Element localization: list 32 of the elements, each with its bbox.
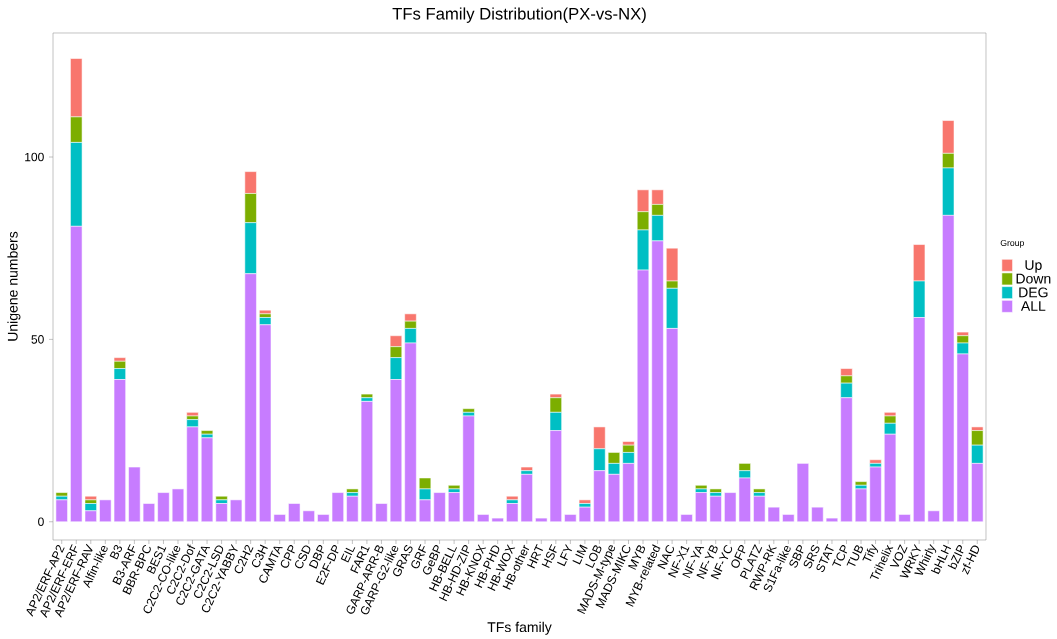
bar — [375, 503, 388, 522]
y-tick-label: 0 — [38, 517, 44, 526]
legend-title: Group — [1000, 239, 1024, 248]
bar — [360, 393, 373, 398]
x-tick-label: TCP — [832, 544, 848, 566]
bar — [55, 499, 68, 522]
x-tick-label: zf-HD — [962, 545, 980, 575]
legend-label: ALL — [1020, 301, 1046, 311]
bar — [578, 499, 591, 504]
x-axis-title: TFs family — [487, 621, 552, 635]
legend-label: DEG — [1019, 287, 1048, 298]
x-tick-label: LFY — [557, 543, 572, 567]
bar — [854, 481, 868, 486]
bar — [869, 459, 882, 464]
x-tick-label: SBP — [789, 544, 804, 568]
bar — [157, 492, 170, 522]
bar — [171, 488, 185, 522]
bar — [753, 488, 766, 493]
y-tick-label: 50 — [31, 334, 44, 344]
bar — [869, 466, 882, 522]
y-tick-label: 100 — [25, 152, 44, 162]
x-tick-label: HRT — [526, 543, 544, 569]
bar — [462, 408, 475, 413]
x-tick-label: TUB — [846, 545, 863, 566]
y-axis-title: Unigene numbers — [7, 231, 21, 341]
bar — [854, 488, 868, 522]
legend-label: Up — [1025, 260, 1042, 273]
bar — [520, 466, 533, 471]
legend-label: Down — [1016, 273, 1051, 284]
x-tick-label: CSD — [295, 545, 311, 569]
chart-title: TFs Family Distribution(PX-vs-NX) — [392, 7, 646, 23]
x-tick-label: HSF — [541, 543, 557, 568]
